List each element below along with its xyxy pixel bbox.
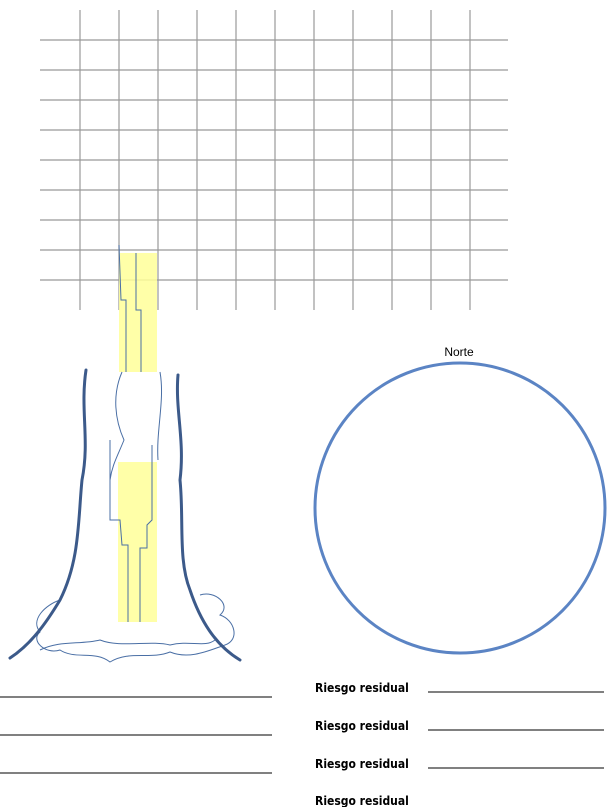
highlight — [118, 462, 157, 622]
risk-label: Riesgo residual — [315, 757, 409, 771]
risk-label: Riesgo residual — [315, 681, 409, 695]
compass-label: Norte — [444, 345, 474, 359]
tree-sketch — [36, 244, 235, 663]
answer-lines — [0, 691, 604, 774]
risk-label: Riesgo residual — [315, 719, 409, 733]
risk-label: Riesgo residual — [315, 794, 409, 807]
grid — [40, 10, 508, 310]
highlight — [119, 253, 157, 372]
tree-trunk — [8, 368, 242, 662]
compass-circle — [313, 361, 607, 655]
